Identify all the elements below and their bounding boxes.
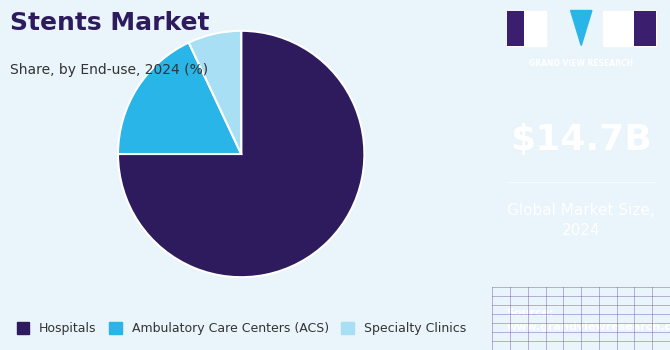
Text: Global Market Size,
2024: Global Market Size, 2024 [507,203,655,238]
Wedge shape [118,31,364,277]
Text: Stents Market: Stents Market [10,10,210,35]
FancyBboxPatch shape [602,10,656,46]
Polygon shape [571,10,592,46]
Text: Share, by End-use, 2024 (%): Share, by End-use, 2024 (%) [10,63,208,77]
Wedge shape [118,43,241,154]
Text: GRAND VIEW RESEARCH: GRAND VIEW RESEARCH [529,60,633,69]
Legend: Hospitals, Ambulatory Care Centers (ACS), Specialty Clinics: Hospitals, Ambulatory Care Centers (ACS)… [11,317,471,340]
Text: Source:
www.grandviewresearch.com: Source: www.grandviewresearch.com [507,308,670,332]
FancyBboxPatch shape [634,10,656,46]
Wedge shape [189,31,241,154]
FancyBboxPatch shape [507,10,545,46]
FancyBboxPatch shape [507,10,525,46]
Text: $14.7B: $14.7B [511,123,652,157]
